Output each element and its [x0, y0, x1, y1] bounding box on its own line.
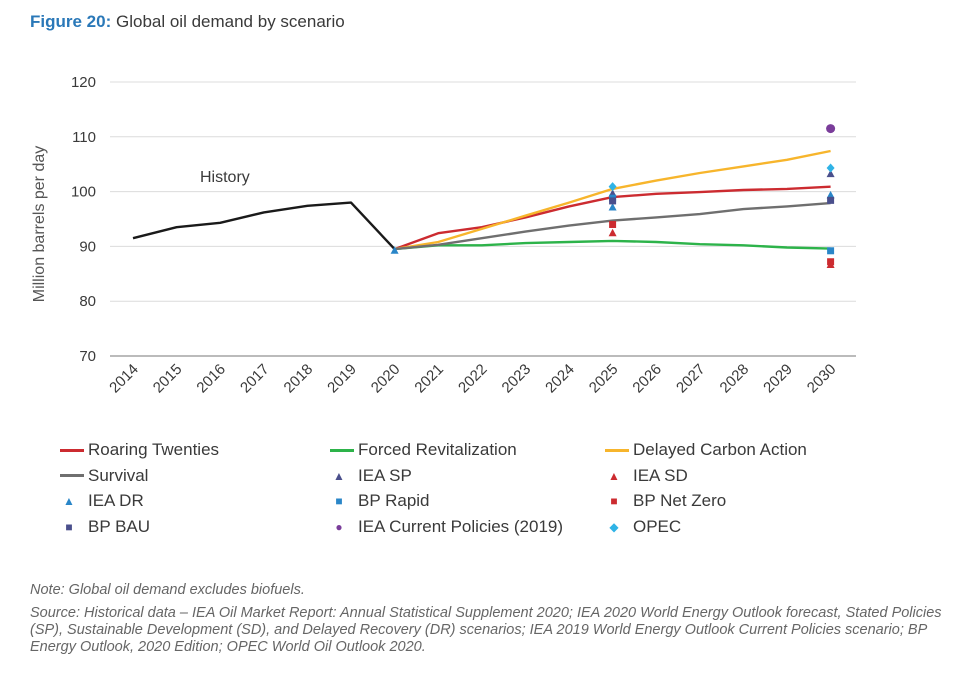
- y-tick-label: 80: [79, 293, 96, 310]
- marker-opec: [826, 163, 835, 173]
- legend-marker-icon: ■: [335, 494, 343, 508]
- legend-label: Delayed Carbon Action: [633, 440, 807, 459]
- marker-bp-net-zero: [609, 220, 617, 228]
- y-tick-label: 100: [71, 184, 96, 201]
- legend-label: IEA Current Policies (2019): [358, 516, 564, 536]
- legend-label: IEA SP: [358, 465, 412, 485]
- legend-marker-icon: ▲: [608, 468, 620, 483]
- legend-line-swatch: [60, 474, 84, 477]
- marker-bp-net-zero: [827, 258, 835, 266]
- x-tick-label: 2030: [804, 361, 840, 397]
- x-tick-label: 2028: [717, 361, 753, 397]
- series-line-survival: [394, 201, 831, 251]
- legend-item-survival: Survival: [60, 466, 148, 486]
- gridlines: [110, 81, 856, 357]
- x-tick-label: 2020: [368, 361, 404, 397]
- legend-label: OPEC: [633, 516, 682, 536]
- y-axis-label: Million barrels per day: [31, 146, 48, 303]
- x-tick-label: 2027: [673, 361, 709, 397]
- legend-label: IEA SD: [633, 465, 688, 485]
- marker-iea-sd: [608, 228, 617, 237]
- x-tick-label: 2019: [324, 361, 360, 397]
- x-tick-label: 2021: [411, 361, 447, 397]
- marker-iea-dr: [390, 246, 399, 254]
- x-tick-label: 2018: [281, 361, 317, 397]
- y-tick-label: 120: [71, 74, 96, 91]
- marker-bp-bau: [827, 196, 835, 204]
- marker-iea-dr: [826, 190, 835, 199]
- legend-label: BP Net Zero: [633, 491, 727, 510]
- legend-item-forced-revitalization: Forced Revitalization: [330, 440, 517, 460]
- marker-iea-dr: [608, 202, 617, 211]
- legend-item-bp-net-zero: ■ BP Net Zero: [605, 491, 726, 511]
- x-tick-label: 2016: [193, 361, 229, 397]
- series-line-history: [132, 201, 396, 250]
- legend-marker-icon: ▲: [63, 494, 75, 508]
- note-text: Note: Global oil demand excludes biofuel…: [30, 582, 305, 598]
- legend-item-delayed-carbon-action: Delayed Carbon Action: [605, 440, 807, 460]
- legend-line-swatch: [60, 448, 84, 452]
- legend-marker-icon: ◆: [609, 519, 619, 534]
- x-tick-label: 2025: [586, 361, 622, 397]
- legend-label: Roaring Twenties: [88, 440, 220, 459]
- figure-label: Figure 20:: [30, 12, 112, 31]
- legend-marker-icon: ■: [610, 494, 618, 508]
- y-tick-label: 90: [79, 238, 96, 255]
- figure-notes: Note: Global oil demand excludes biofuel…: [30, 582, 960, 656]
- y-axis-ticks: 70 80 90 100 110 120: [71, 74, 96, 365]
- marker-iea-sp: [826, 169, 835, 178]
- x-tick-label: 2022: [455, 361, 491, 397]
- legend-line-swatch: [330, 448, 354, 452]
- series-lines: [132, 149, 831, 251]
- legend-marker-icon: ▲: [333, 468, 345, 483]
- figure-title-text: Global oil demand by scenario: [115, 12, 345, 31]
- legend-line-swatch: [605, 448, 629, 452]
- legend-item-bp-bau: ■ BP BAU: [60, 517, 150, 537]
- legend-marker-icon: ●: [335, 519, 343, 534]
- oil-demand-chart: 70 80 90 100 110 120 2014 2015 2016 2017 2018 2019…: [31, 74, 856, 397]
- marker-opec: [608, 182, 617, 192]
- scenario-markers: [390, 124, 836, 269]
- legend-item-bp-rapid: ■ BP Rapid: [330, 491, 430, 511]
- x-axis-ticks: 2014 2015 2016 2017 2018 2019 2020 2021 2022 2023…: [106, 361, 839, 397]
- marker-bp-bau: [609, 197, 617, 205]
- x-tick-label: 2023: [499, 361, 535, 397]
- legend-label: Survival: [88, 465, 149, 485]
- legend-label: BP BAU: [88, 516, 151, 536]
- legend-item-iea-sp: ▲ IEA SP: [330, 466, 412, 486]
- x-tick-label: 2015: [150, 361, 186, 397]
- x-tick-label: 2029: [760, 361, 796, 397]
- x-tick-label: 2026: [629, 361, 665, 397]
- legend-item-iea-dr: ▲ IEA DR: [60, 491, 144, 511]
- x-tick-label: 2024: [542, 361, 578, 397]
- legend-label: IEA DR: [88, 491, 144, 510]
- x-tick-label: 2017: [237, 361, 273, 397]
- x-tick-label: 2014: [106, 361, 142, 397]
- legend-label: BP Rapid: [358, 491, 430, 510]
- figure-title: Figure 20: Global oil demand by scenario: [30, 12, 345, 32]
- y-tick-label: 110: [72, 129, 96, 146]
- legend-marker-icon: ■: [65, 519, 73, 534]
- history-annotation: History: [200, 169, 250, 186]
- marker-iea-current-policies-2019: [826, 124, 836, 134]
- legend-item-iea-sd: ▲ IEA SD: [605, 466, 688, 486]
- series-line-forced-revitalization: [394, 239, 831, 251]
- legend-label: Forced Revitalization: [358, 440, 517, 459]
- source-text: Source: Historical data – IEA Oil Market…: [30, 605, 942, 655]
- y-tick-label: 70: [79, 348, 96, 365]
- legend-item-roaring-twenties: Roaring Twenties: [60, 440, 219, 460]
- legend-item-opec: ◆ OPEC: [605, 517, 681, 537]
- legend-item-iea-current-policies-2019: ● IEA Current Policies (2019): [330, 517, 563, 537]
- marker-bp-rapid: [827, 247, 835, 255]
